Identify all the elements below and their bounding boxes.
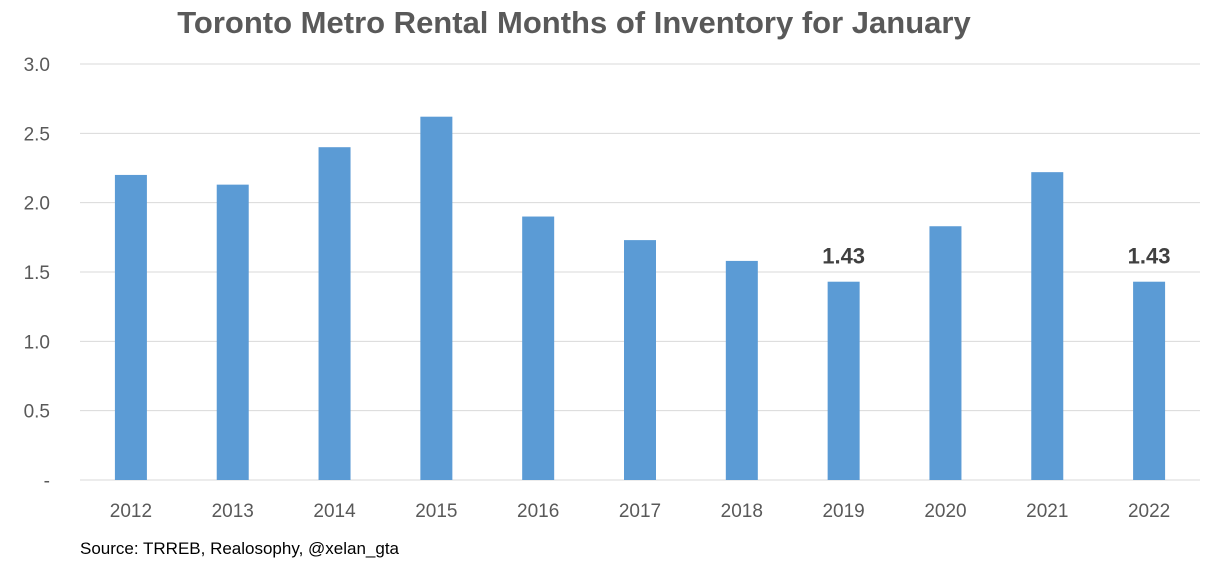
bar-2021: [1031, 172, 1064, 480]
x-tick-label: 2017: [619, 501, 661, 522]
x-tick-label: 2012: [110, 501, 152, 522]
data-labels: 1.43 1.43: [822, 244, 1170, 269]
y-tick-label: 1.5: [24, 263, 50, 284]
bar-2016: [522, 216, 555, 481]
chart-title: Toronto Metro Rental Months of Inventory…: [177, 5, 971, 40]
x-tick-label: 2019: [822, 501, 864, 522]
bar-2014: [318, 147, 351, 480]
x-tick-label: 2020: [924, 501, 966, 522]
data-label: 1.43: [1128, 244, 1171, 269]
bar-2012: [114, 174, 147, 480]
bar-2022: [1133, 281, 1166, 480]
y-tick-label: 0.5: [24, 402, 50, 423]
y-tick-label: 3.0: [24, 55, 50, 76]
x-tick-label: 2014: [313, 501, 356, 522]
x-tick-label: 2016: [517, 501, 559, 522]
bar-2020: [929, 226, 962, 480]
bar-2013: [216, 184, 249, 480]
y-tick-label: 2.5: [24, 124, 50, 145]
x-axis-ticks: 2012 2013 2014 2015 2016 2017 2018 2019 2020 2021…: [110, 501, 1170, 522]
bar-2018: [725, 260, 758, 480]
data-label: 1.43: [822, 244, 865, 269]
y-tick-label: 2.0: [24, 194, 50, 215]
x-tick-label: 2013: [212, 501, 254, 522]
bar-2019: [827, 281, 860, 480]
y-tick-label: -: [44, 471, 50, 492]
x-tick-label: 2015: [415, 501, 457, 522]
source-note: Source: TRREB, Realosophy, @xelan_gta: [80, 539, 400, 558]
y-tick-label: 1.0: [24, 332, 50, 353]
x-tick-label: 2022: [1128, 501, 1170, 522]
bar-2015: [420, 116, 453, 481]
x-tick-label: 2018: [721, 501, 763, 522]
y-axis-ticks: - 0.5 1.0 1.5 2.0 2.5 3.0: [24, 55, 50, 492]
x-tick-label: 2021: [1026, 501, 1068, 522]
bars: [114, 116, 1166, 481]
bar-2017: [624, 240, 656, 480]
